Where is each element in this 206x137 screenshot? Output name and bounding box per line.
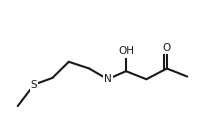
Text: OH: OH <box>117 46 133 56</box>
Text: O: O <box>162 43 170 53</box>
Text: N: N <box>103 74 111 84</box>
Text: S: S <box>31 80 37 90</box>
